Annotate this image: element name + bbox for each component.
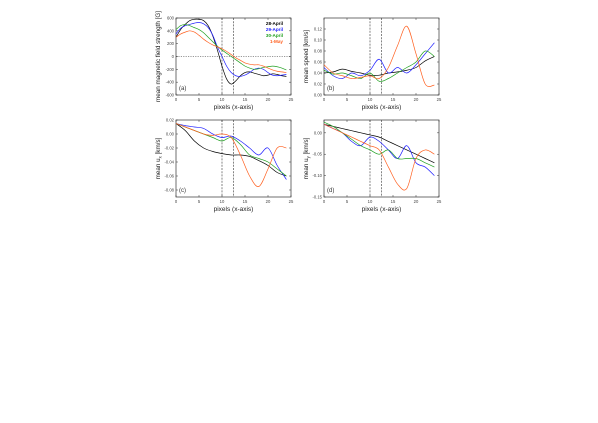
y-tick-label: 0.00 (166, 132, 175, 137)
panel-label: (b) (327, 86, 334, 92)
series-line-29-april (175, 123, 287, 180)
series-line-1-may (323, 25, 435, 87)
panel-a: 0 5 10 15 20 25 -600 -400 -200 0 200 400 600 (a) pixel… (155, 11, 294, 111)
y-axis-label: mean ux [km/s] (155, 137, 163, 179)
x-tick-label: 15 (391, 97, 396, 102)
y-tick-label: 0.12 (314, 27, 323, 32)
y-tick-label: -0.06 (164, 174, 174, 179)
y-tick-label: 0.04 (314, 71, 323, 76)
x-tick-label: 5 (346, 97, 349, 102)
y-axis-label: mean uy [km/s] (303, 137, 311, 179)
y-tick-label: -0.04 (164, 160, 174, 165)
x-tick-label: 10 (368, 97, 373, 102)
x-tick-label: 25 (437, 199, 442, 204)
x-tick-label: 15 (243, 199, 248, 204)
x-tick-label: 0 (323, 97, 326, 102)
y-tick-label: -600 (166, 93, 175, 98)
y-tick-label: 0.06 (314, 60, 323, 65)
y-tick-label: 0.02 (314, 82, 323, 87)
series-line-30-april (323, 121, 435, 168)
panel-b: 0 5 10 15 20 25 0.00 0.02 0.04 0.06 0.08 0.10 0.12 (b… (303, 17, 442, 111)
y-tick-label: -0.08 (164, 188, 174, 193)
series-line-28-april (323, 56, 435, 76)
x-tick-label: 0 (175, 199, 178, 204)
x-axis-label: pixels (x-axis) (214, 206, 254, 213)
y-axis-label: mean magnetic field strength [G] (155, 11, 162, 102)
x-tick-label: 15 (243, 97, 248, 102)
y-tick-label: 0.02 (166, 118, 175, 123)
x-tick-label: 20 (414, 97, 419, 102)
panel-label: (a) (179, 86, 186, 92)
series-line-30-april (323, 50, 435, 82)
y-tick-label: 0.00 (314, 130, 323, 135)
y-tick-label: 0.08 (314, 49, 323, 54)
y-tick-label: -0.05 (312, 152, 322, 157)
x-tick-label: 20 (266, 97, 271, 102)
series-line-30-april (175, 24, 287, 71)
y-tick-label: 0.10 (314, 38, 323, 43)
y-tick-label: 400 (167, 28, 175, 33)
x-tick-label: 20 (266, 199, 271, 204)
series-line-29-april (175, 22, 287, 77)
x-tick-label: 10 (220, 199, 225, 204)
y-tick-label: -400 (166, 80, 175, 85)
series-line-1-may (175, 30, 287, 73)
y-tick-label: 600 (167, 16, 175, 21)
series-line-28-april (323, 123, 435, 164)
x-tick-label: 25 (437, 97, 442, 102)
legend-entry: 29-April (266, 27, 283, 32)
y-axis-label: mean speed [km/s] (303, 30, 310, 83)
legend-entry: 28-April (266, 21, 283, 26)
x-tick-label: 5 (346, 199, 349, 204)
x-axis-label: pixels (x-axis) (362, 104, 402, 111)
x-tick-label: 15 (391, 199, 396, 204)
x-tick-label: 25 (289, 199, 294, 204)
y-tick-label: 0 (172, 54, 175, 59)
y-tick-label: 200 (167, 41, 175, 46)
legend-entry: 1-May (270, 39, 283, 44)
x-axis-label: pixels (x-axis) (214, 104, 254, 111)
y-tick-label: -0.10 (312, 173, 322, 178)
panel-label: (d) (327, 188, 334, 194)
x-tick-label: 5 (198, 97, 201, 102)
x-axis-label: pixels (x-axis) (362, 206, 402, 213)
series-line-1-may (175, 123, 287, 187)
series-line-28-april (175, 123, 287, 177)
legend-entry: 30-April (266, 33, 283, 38)
panel-d: 0 5 10 15 20 25 0.00 -0.05 -0.10 -0.15 (d) pixels (… (303, 119, 442, 213)
series-line-1-may (323, 123, 435, 191)
y-tick-label: -0.02 (164, 146, 174, 151)
x-tick-label: 0 (175, 97, 178, 102)
x-tick-label: 5 (198, 199, 201, 204)
y-tick-label: -0.15 (312, 195, 322, 200)
x-tick-label: 0 (323, 199, 326, 204)
series-line-29-april (323, 42, 435, 79)
series-line-28-april (175, 18, 287, 85)
x-tick-label: 10 (220, 97, 225, 102)
x-tick-label: 10 (368, 199, 373, 204)
panel-label: (c) (179, 188, 186, 194)
y-tick-label: 0.00 (314, 93, 323, 98)
panel-c: 0 5 10 15 20 25 0.02 0.00 -0.02 -0.04 -0.06 -0.08 (c… (155, 118, 294, 214)
x-tick-label: 25 (289, 97, 294, 102)
y-tick-label: -200 (166, 67, 175, 72)
x-tick-label: 20 (414, 199, 419, 204)
